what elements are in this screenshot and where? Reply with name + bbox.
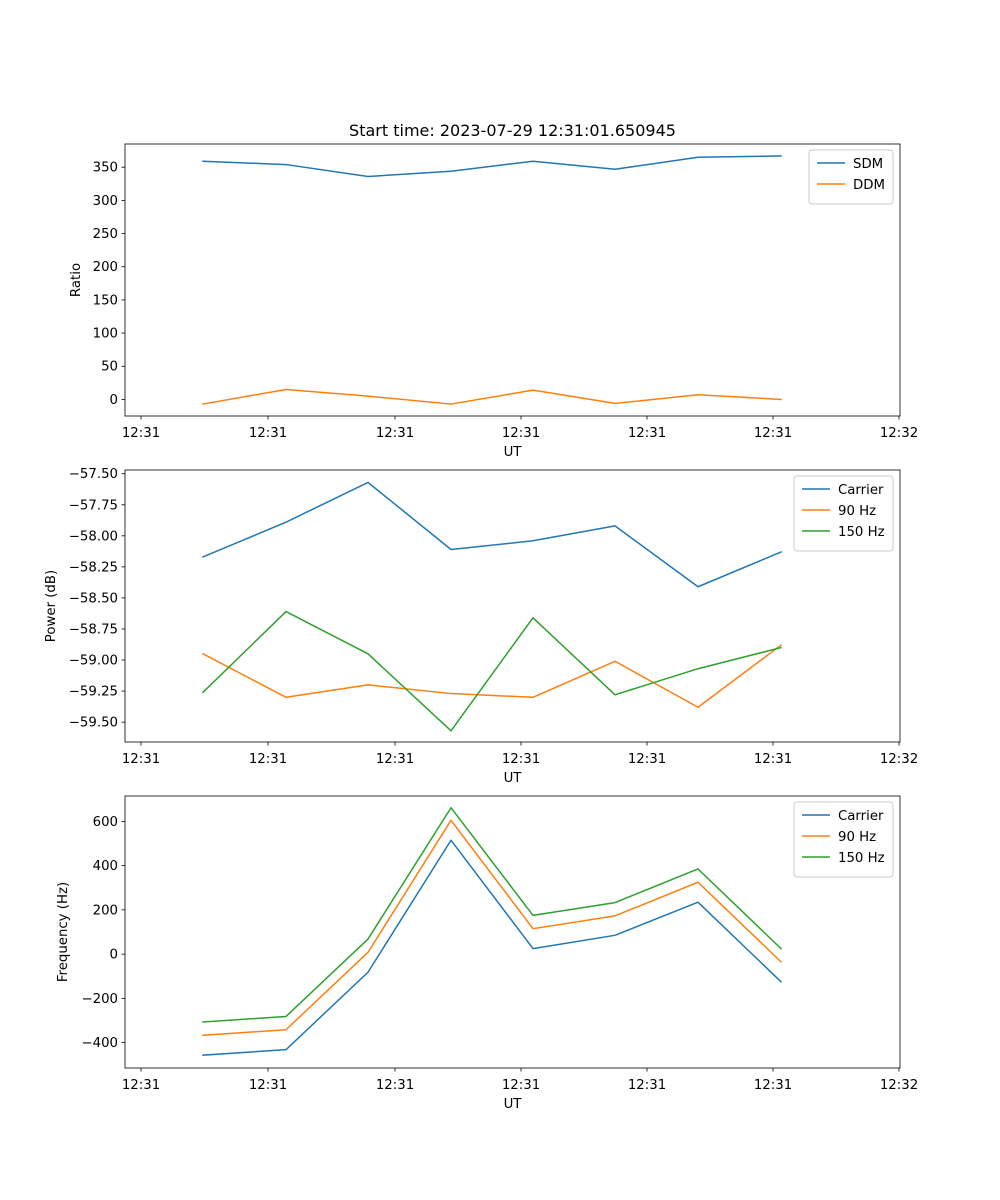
series-line-90-hz [201,644,783,708]
panel-2: −57.50 −57.75 −58.00 −58.25 −58.50 −58.75 −59.… [69,467,918,767]
y-tick-label: 350 [93,161,118,176]
y-tick-label: −400 [81,1036,118,1051]
y-tick-label: 150 [93,293,118,308]
x-tick-label: 12:32 [880,1078,918,1093]
y-tick-label: −59.25 [69,685,118,700]
y-tick-label: −59.00 [69,654,118,669]
x-tick-label: 12:31 [628,426,666,441]
legend-box [793,801,894,878]
x-tick-label: 12:31 [122,1078,160,1093]
x-tick-label: 12:32 [880,426,918,441]
y-tick-label: 600 [93,815,118,830]
series-line-ddm [202,388,782,405]
x-tick-label: 12:31 [502,752,540,767]
legend-label: Carrier [838,809,884,824]
y-tick-label: 0 [110,393,118,408]
x-tick-label: 12:31 [628,752,666,767]
x-tick-label: 12:32 [880,752,918,767]
series-line-90-hz [202,819,783,1037]
x-tick-label: 12:31 [376,426,414,441]
x-tick-label: 12:31 [502,1078,540,1093]
x-tick-label: 12:31 [249,426,287,441]
y-tick-label: 0 [110,948,118,963]
x-tick-label: 12:31 [376,752,414,767]
legend-label: SDM [853,157,883,172]
legend-box [793,475,894,552]
x-tick-label: 12:31 [249,1078,287,1093]
x-tick-label: 12:31 [754,1078,792,1093]
legend-label: DDM [853,178,885,193]
y-tick-label: −58.00 [69,529,118,544]
legend: Carrier 90 Hz 150 Hz [793,475,894,552]
y-tick-label: −57.50 [69,467,118,482]
y-tick-label: −200 [81,992,118,1007]
axes-frame [124,143,901,417]
y-tick-label: −57.75 [69,498,118,513]
panel-2-xlabel: UT [504,771,523,786]
y-tick-label: −58.50 [69,591,118,606]
series-line-sdm [202,155,782,178]
y-tick-label: −59.50 [69,716,118,731]
y-tick-label: 50 [101,360,118,375]
series-line-carrier [202,481,782,588]
y-tick-label: 100 [93,327,118,342]
panel-1-xlabel: UT [504,445,523,460]
y-tick-label: 250 [93,227,118,242]
x-tick-label: 12:31 [122,426,160,441]
legend: SDM DDM [808,149,894,205]
y-tick-label: 400 [93,859,118,874]
axes-frame [124,469,901,743]
panel-3-ylabel: Frequency (Hz) [56,882,71,982]
panel-2-ylabel: Power (dB) [44,570,59,642]
legend-label: Carrier [838,483,884,498]
y-tick-label: 300 [93,194,118,209]
legend-label: 150 Hz [838,525,885,540]
y-tick-label: 200 [93,903,118,918]
panel-3-xlabel: UT [504,1097,523,1112]
x-tick-label: 12:31 [376,1078,414,1093]
legend-label: 90 Hz [838,830,876,845]
x-tick-label: 12:31 [122,752,160,767]
y-tick-label: −58.25 [69,560,118,575]
series-line-150-hz [202,806,783,1023]
panel-1: 0 50 100 150 200 250 300 350 12:31 12:31 12:31 12:3… [93,143,918,441]
panel-1-ylabel: Ratio [69,263,84,297]
x-tick-label: 12:31 [754,426,792,441]
y-tick-label: 200 [93,260,118,275]
legend-label: 150 Hz [838,851,885,866]
x-tick-label: 12:31 [502,426,540,441]
x-tick-label: 12:31 [754,752,792,767]
chart-title: Start time: 2023-07-29 12:31:01.650945 [349,121,676,140]
axes-frame [124,795,901,1069]
panel-3: 600 400 200 0 −200 −400 12:31 12:31 12:31 12:31 12… [81,795,918,1093]
x-tick-label: 12:31 [628,1078,666,1093]
legend-label: 90 Hz [838,504,876,519]
y-tick-label: −58.75 [69,622,118,637]
series-line-150-hz [201,610,782,732]
legend: Carrier 90 Hz 150 Hz [793,801,894,878]
x-tick-label: 12:31 [249,752,287,767]
plot-layer: 0 50 100 150 200 250 300 350 12:31 12:31 12:31 12:3… [69,143,918,1093]
series-line-carrier [202,839,783,1056]
